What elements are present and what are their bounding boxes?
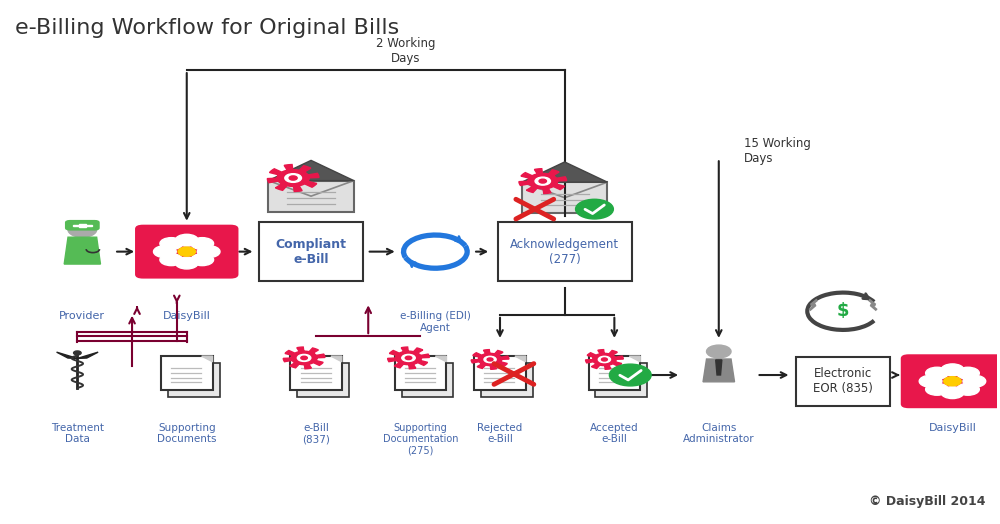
Circle shape — [175, 234, 198, 246]
Circle shape — [285, 173, 301, 182]
FancyBboxPatch shape — [168, 363, 220, 397]
FancyBboxPatch shape — [161, 356, 213, 390]
Text: Acknowledgement
(277): Acknowledgement (277) — [510, 237, 619, 266]
Circle shape — [926, 384, 948, 395]
Circle shape — [941, 364, 964, 376]
Polygon shape — [629, 356, 640, 362]
Text: e-Billing (EDI)
Agent: e-Billing (EDI) Agent — [400, 311, 471, 333]
Polygon shape — [64, 237, 100, 264]
Text: DaisyBill: DaisyBill — [163, 311, 211, 321]
FancyBboxPatch shape — [268, 181, 354, 212]
Text: © DaisyBill 2014: © DaisyBill 2014 — [869, 495, 985, 508]
Circle shape — [191, 254, 214, 266]
Polygon shape — [522, 162, 607, 182]
Circle shape — [74, 351, 81, 355]
Polygon shape — [388, 347, 429, 369]
FancyBboxPatch shape — [65, 220, 100, 231]
Text: e-Billing Workflow for Original Bills: e-Billing Workflow for Original Bills — [15, 18, 399, 38]
FancyBboxPatch shape — [796, 357, 890, 406]
Text: Provider: Provider — [59, 311, 105, 321]
Text: 2 Working
Days: 2 Working Days — [376, 37, 435, 65]
Circle shape — [963, 375, 986, 387]
FancyBboxPatch shape — [474, 356, 526, 390]
Text: Rejected
e-Bill: Rejected e-Bill — [477, 423, 523, 444]
Text: Claims
Administrator: Claims Administrator — [683, 423, 755, 444]
FancyBboxPatch shape — [402, 363, 453, 397]
Circle shape — [197, 246, 220, 258]
Polygon shape — [267, 165, 319, 191]
FancyBboxPatch shape — [259, 222, 363, 281]
Polygon shape — [268, 160, 354, 181]
Polygon shape — [77, 352, 98, 358]
FancyBboxPatch shape — [297, 363, 349, 397]
Text: Accepted
e-Bill: Accepted e-Bill — [590, 423, 639, 444]
Text: Treatment
Data: Treatment Data — [51, 423, 104, 444]
Circle shape — [576, 199, 613, 219]
FancyBboxPatch shape — [498, 222, 632, 281]
Circle shape — [153, 246, 176, 258]
Circle shape — [484, 356, 496, 363]
Polygon shape — [283, 347, 325, 369]
Polygon shape — [331, 356, 342, 362]
Text: e-Bill
(837): e-Bill (837) — [302, 423, 330, 444]
Circle shape — [598, 356, 611, 363]
Polygon shape — [202, 356, 213, 362]
Circle shape — [191, 238, 214, 249]
Bar — [79, 224, 86, 227]
Polygon shape — [519, 169, 567, 193]
Text: Compliant
e-Bill: Compliant e-Bill — [276, 237, 347, 266]
Polygon shape — [57, 352, 77, 358]
Circle shape — [160, 254, 183, 266]
Text: Supporting
Documentation
(275): Supporting Documentation (275) — [383, 423, 458, 456]
FancyBboxPatch shape — [901, 354, 1000, 408]
Text: Electronic
EOR (835): Electronic EOR (835) — [813, 367, 873, 395]
Polygon shape — [586, 350, 623, 369]
Circle shape — [160, 238, 183, 249]
Circle shape — [175, 257, 198, 269]
Circle shape — [707, 345, 731, 358]
Circle shape — [289, 176, 297, 180]
Polygon shape — [703, 359, 735, 382]
Polygon shape — [716, 360, 722, 375]
Text: DaisyBill: DaisyBill — [929, 423, 976, 433]
Polygon shape — [435, 356, 446, 362]
FancyBboxPatch shape — [589, 356, 640, 390]
FancyBboxPatch shape — [135, 225, 238, 279]
Text: 15 Working
Days: 15 Working Days — [744, 137, 811, 165]
Circle shape — [944, 377, 961, 386]
Circle shape — [926, 367, 948, 379]
Circle shape — [601, 358, 607, 361]
Circle shape — [402, 354, 415, 362]
Circle shape — [609, 364, 651, 386]
FancyBboxPatch shape — [595, 363, 647, 397]
Circle shape — [178, 247, 196, 256]
Circle shape — [68, 222, 97, 237]
FancyBboxPatch shape — [481, 363, 533, 397]
FancyBboxPatch shape — [522, 182, 607, 213]
FancyBboxPatch shape — [395, 356, 446, 390]
Circle shape — [539, 179, 546, 183]
Circle shape — [957, 367, 979, 379]
Polygon shape — [515, 356, 526, 362]
Text: Supporting
Documents: Supporting Documents — [157, 423, 216, 444]
Circle shape — [301, 356, 307, 359]
Circle shape — [297, 354, 311, 362]
Circle shape — [941, 387, 964, 399]
Circle shape — [487, 358, 493, 361]
Circle shape — [405, 356, 412, 359]
Bar — [73, 225, 92, 226]
Circle shape — [957, 384, 979, 395]
Polygon shape — [471, 350, 509, 369]
Circle shape — [535, 177, 550, 185]
Circle shape — [919, 375, 942, 387]
FancyBboxPatch shape — [290, 356, 342, 390]
Text: $: $ — [837, 302, 849, 320]
